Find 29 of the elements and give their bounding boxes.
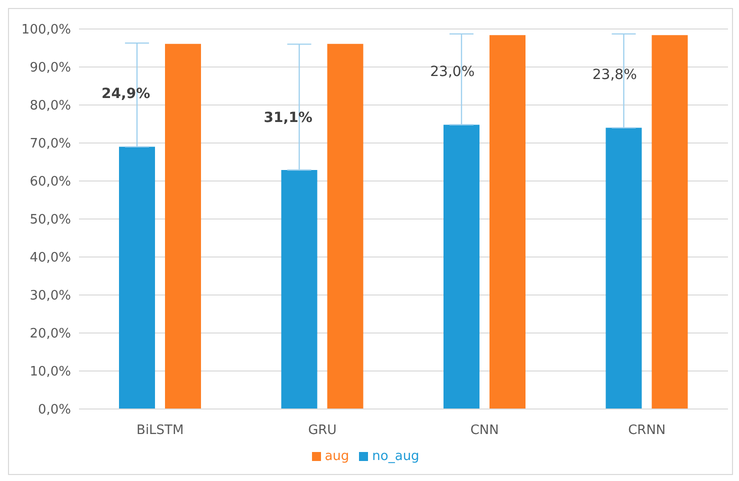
y-tick-label: 10,0% [30,364,71,380]
bar [490,35,526,409]
y-tick-label: 30,0% [30,288,71,304]
bar [119,146,155,409]
bar [327,44,364,409]
bar [281,170,318,409]
y-tick-label: 70,0% [30,136,71,152]
bar [606,128,642,409]
y-tick-label: 100,0% [21,22,71,38]
annotation: 24,9% [102,86,150,102]
annotation: 23,8% [592,66,637,83]
annotation: 23,0% [430,64,475,80]
y-tick-label: 20,0% [30,326,71,342]
y-tick-label: 80,0% [30,98,71,114]
bar [652,35,688,409]
x-tick-label: CNN [470,423,499,438]
y-tick-label: 40,0% [30,250,71,266]
annotation: 31,1% [264,110,312,126]
bar [444,124,480,409]
x-tick-label: GRU [308,423,337,438]
y-tick-label: 50,0% [30,212,71,228]
legend-label: no_aug [372,449,420,464]
y-tick-label: 0,0% [38,402,71,418]
x-tick-label: BiLSTM [136,423,184,438]
y-tick-label: 60,0% [30,174,71,190]
legend-label: aug [324,449,350,464]
bar [165,44,201,409]
x-tick-label: CRNN [628,423,666,438]
y-tick-label: 90,0% [30,60,71,76]
